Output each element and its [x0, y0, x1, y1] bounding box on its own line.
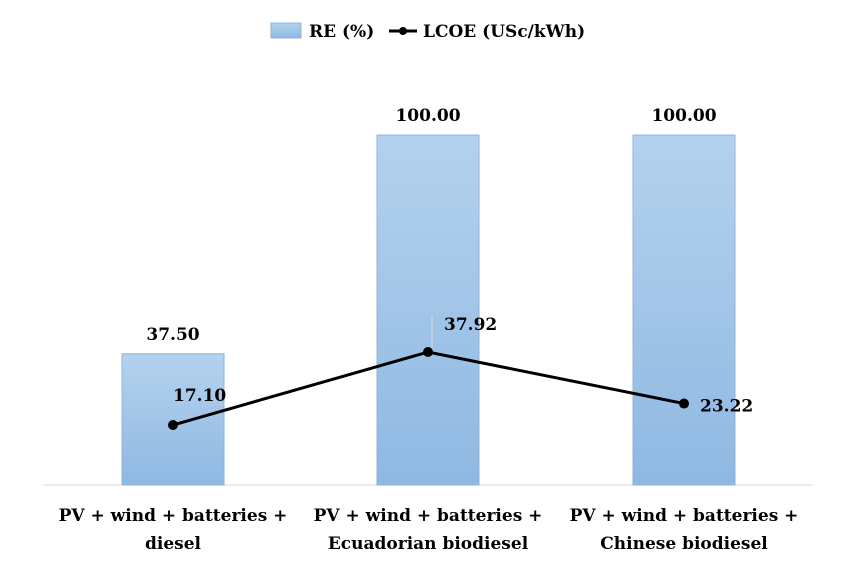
category-label: diesel: [145, 534, 202, 554]
lcoe-marker: [423, 347, 433, 357]
data-labels: 37.50 100.00 100.00 17.10 37.92 23.22: [146, 106, 753, 417]
lcoe-value-label: 17.10: [173, 386, 226, 406]
category-label: PV + wind + batteries +: [570, 506, 799, 526]
category-label: Chinese biodiesel: [600, 534, 768, 554]
category-label: PV + wind + batteries +: [59, 506, 288, 526]
legend-swatch-lcoe-marker: [399, 27, 407, 35]
re-bar-value-label: 100.00: [651, 106, 716, 126]
category-label: PV + wind + batteries +: [314, 506, 543, 526]
re-bar: [121, 353, 225, 486]
legend-label-lcoe: LCOE (USc/kWh): [423, 22, 585, 42]
re-bar: [376, 134, 480, 486]
category-labels: PV + wind + batteries + diesel PV + wind +…: [59, 506, 799, 554]
legend: RE (%) LCOE (USc/kWh): [270, 22, 585, 42]
lcoe-marker: [679, 398, 689, 409]
re-bar-value-label: 100.00: [395, 106, 460, 126]
lcoe-value-label: 37.92: [444, 315, 497, 335]
bar-series: [121, 134, 736, 486]
legend-swatch-re: [270, 22, 302, 39]
lcoe-value-label: 23.22: [700, 397, 753, 417]
re-bar-value-label: 37.50: [146, 325, 199, 345]
line-series: [168, 347, 689, 431]
re-bar: [632, 134, 736, 486]
category-label: Ecuadorian biodiesel: [328, 534, 529, 554]
lcoe-marker: [168, 420, 178, 431]
legend-label-re: RE (%): [309, 22, 374, 42]
